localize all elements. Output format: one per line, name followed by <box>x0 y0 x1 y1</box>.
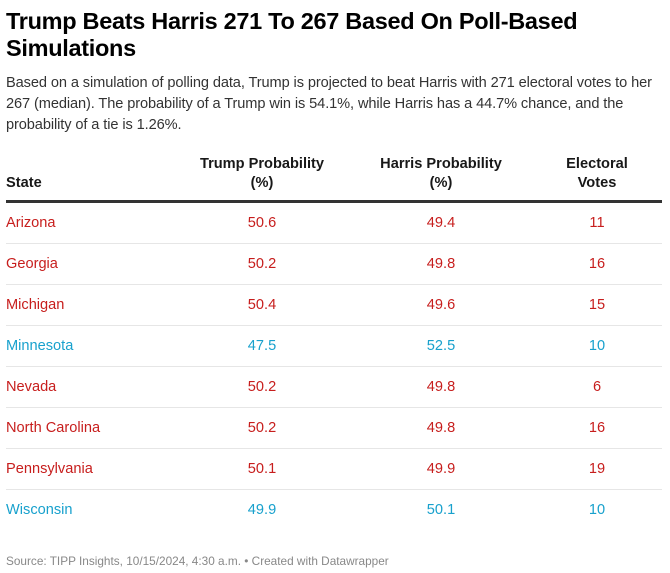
table-row: North Carolina 50.2 49.8 16 <box>6 407 662 449</box>
cell-harris-probability: 49.6 <box>350 284 532 326</box>
cell-electoral-votes: 16 <box>532 243 662 285</box>
cell-harris-probability: 49.8 <box>350 366 532 408</box>
cell-state: Arizona <box>6 201 174 244</box>
cell-trump-probability: 49.9 <box>247 502 277 518</box>
cell-harris-probability: 49.8 <box>350 243 532 285</box>
cell-trump-probability: 50.2 <box>174 407 350 449</box>
table-row: Georgia 50.2 49.8 16 <box>6 243 662 285</box>
header-electoral-votes[interactable]: Electoral Votes <box>532 155 662 203</box>
header-harris-probability[interactable]: Harris Probability (%) <box>350 155 532 203</box>
cell-state: Georgia <box>6 243 174 285</box>
cell-harris-probability: 49.9 <box>350 448 532 490</box>
header-row: State Trump Probability (%) Harris Proba… <box>6 155 662 203</box>
cell-trump-probability: 50.6 <box>174 201 350 244</box>
cell-harris-probability: 50.1 <box>426 502 456 518</box>
table-row: Minnesota 47.5 52.5 10 <box>6 325 662 367</box>
cell-harris-probability: 49.8 <box>350 407 532 449</box>
cell-electoral-votes: 15 <box>532 284 662 326</box>
cell-electoral-votes: 16 <box>532 407 662 449</box>
data-table: State Trump Probability (%) Harris Proba… <box>6 155 662 530</box>
cell-electoral-votes: 6 <box>532 366 662 408</box>
cell-trump-probability: 50.2 <box>174 243 350 285</box>
cell-trump-probability: 50.1 <box>174 448 350 490</box>
header-trump-probability[interactable]: Trump Probability (%) <box>174 155 350 203</box>
table-row: Pennsylvania 50.1 49.9 19 <box>6 448 662 490</box>
table-row: Arizona 50.6 49.4 11 <box>6 201 662 244</box>
table-row: Michigan 50.4 49.6 15 <box>6 284 662 326</box>
table-row: Nevada 50.2 49.8 6 <box>6 366 662 408</box>
cell-harris-probability: 49.4 <box>350 201 532 244</box>
header-state[interactable]: State <box>6 155 174 203</box>
cell-state: Minnesota <box>6 325 174 367</box>
source-footer: Source: TIPP Insights, 10/15/2024, 4:30 … <box>6 554 389 568</box>
cell-trump-probability: 50.2 <box>174 366 350 408</box>
table-row: Wisconsin 49.9 50.1 10 <box>6 490 662 531</box>
cell-electoral-votes: 10 <box>588 502 606 518</box>
cell-state: Nevada <box>6 366 174 408</box>
cell-electoral-votes: 19 <box>532 448 662 490</box>
cell-electoral-votes: 11 <box>532 201 662 244</box>
cell-harris-probability: 52.5 <box>350 325 532 367</box>
cell-state: Wisconsin <box>6 502 73 518</box>
description: Based on a simulation of polling data, T… <box>6 75 652 133</box>
cell-electoral-votes: 10 <box>532 325 662 367</box>
cell-state: North Carolina <box>6 407 174 449</box>
page-title: Trump Beats Harris 271 To 267 Based On P… <box>6 8 578 61</box>
cell-state: Pennsylvania <box>6 448 174 490</box>
cell-trump-probability: 47.5 <box>174 325 350 367</box>
cell-state: Michigan <box>6 284 174 326</box>
cell-trump-probability: 50.4 <box>174 284 350 326</box>
